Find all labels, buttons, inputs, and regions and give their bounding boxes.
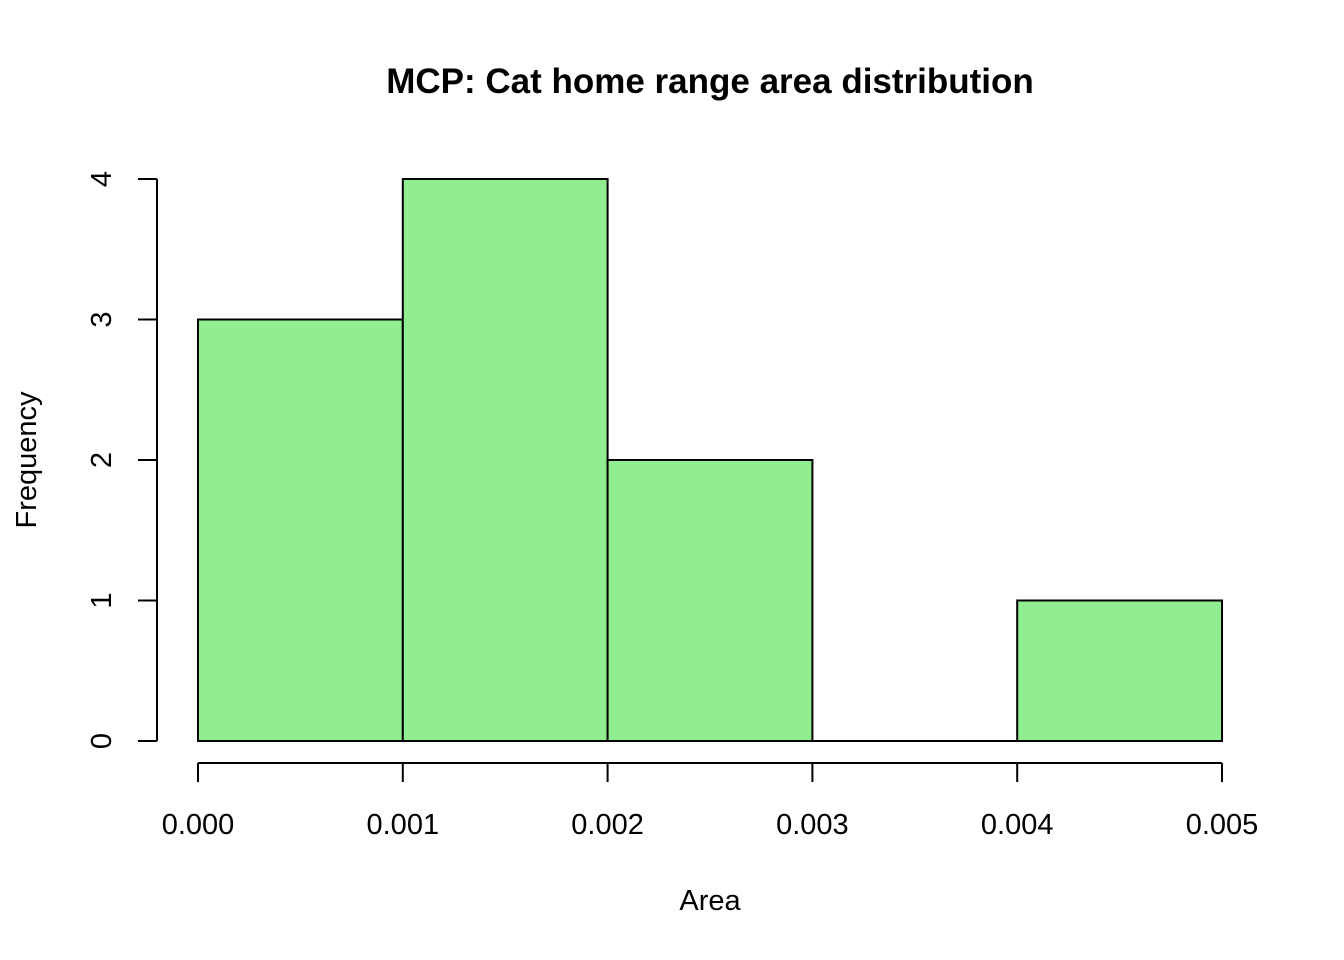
y-tick-label-0: 0	[86, 733, 118, 749]
x-tick-label-0: 0.000	[162, 809, 235, 841]
x-tick-label-3: 0.003	[776, 809, 849, 841]
histogram-bar-4	[1016, 599, 1224, 742]
y-tick-label-1: 1	[86, 592, 118, 608]
y-tick-label-4: 4	[86, 171, 118, 187]
histogram-bar-0	[197, 318, 404, 742]
x-tick-label-1: 0.001	[367, 809, 440, 841]
y-axis-label: Frequency	[11, 391, 43, 529]
x-tick-label-4: 0.004	[981, 809, 1054, 841]
x-axis-label: Area	[679, 885, 741, 917]
y-axis: 0 1 2 3 4	[86, 171, 158, 749]
chart-title: MCP: Cat home range area distribution	[386, 62, 1034, 101]
x-tick-label-2: 0.002	[571, 809, 644, 841]
bars-group	[197, 178, 1224, 742]
histogram-bar-2	[606, 459, 814, 742]
x-axis: 0.000 0.001 0.002 0.003 0.004 0.005	[162, 762, 1259, 841]
y-tick-label-3: 3	[86, 311, 118, 327]
y-tick-label-2: 2	[86, 452, 118, 468]
histogram-bar-1	[401, 178, 609, 742]
x-tick-label-5: 0.005	[1186, 809, 1259, 841]
